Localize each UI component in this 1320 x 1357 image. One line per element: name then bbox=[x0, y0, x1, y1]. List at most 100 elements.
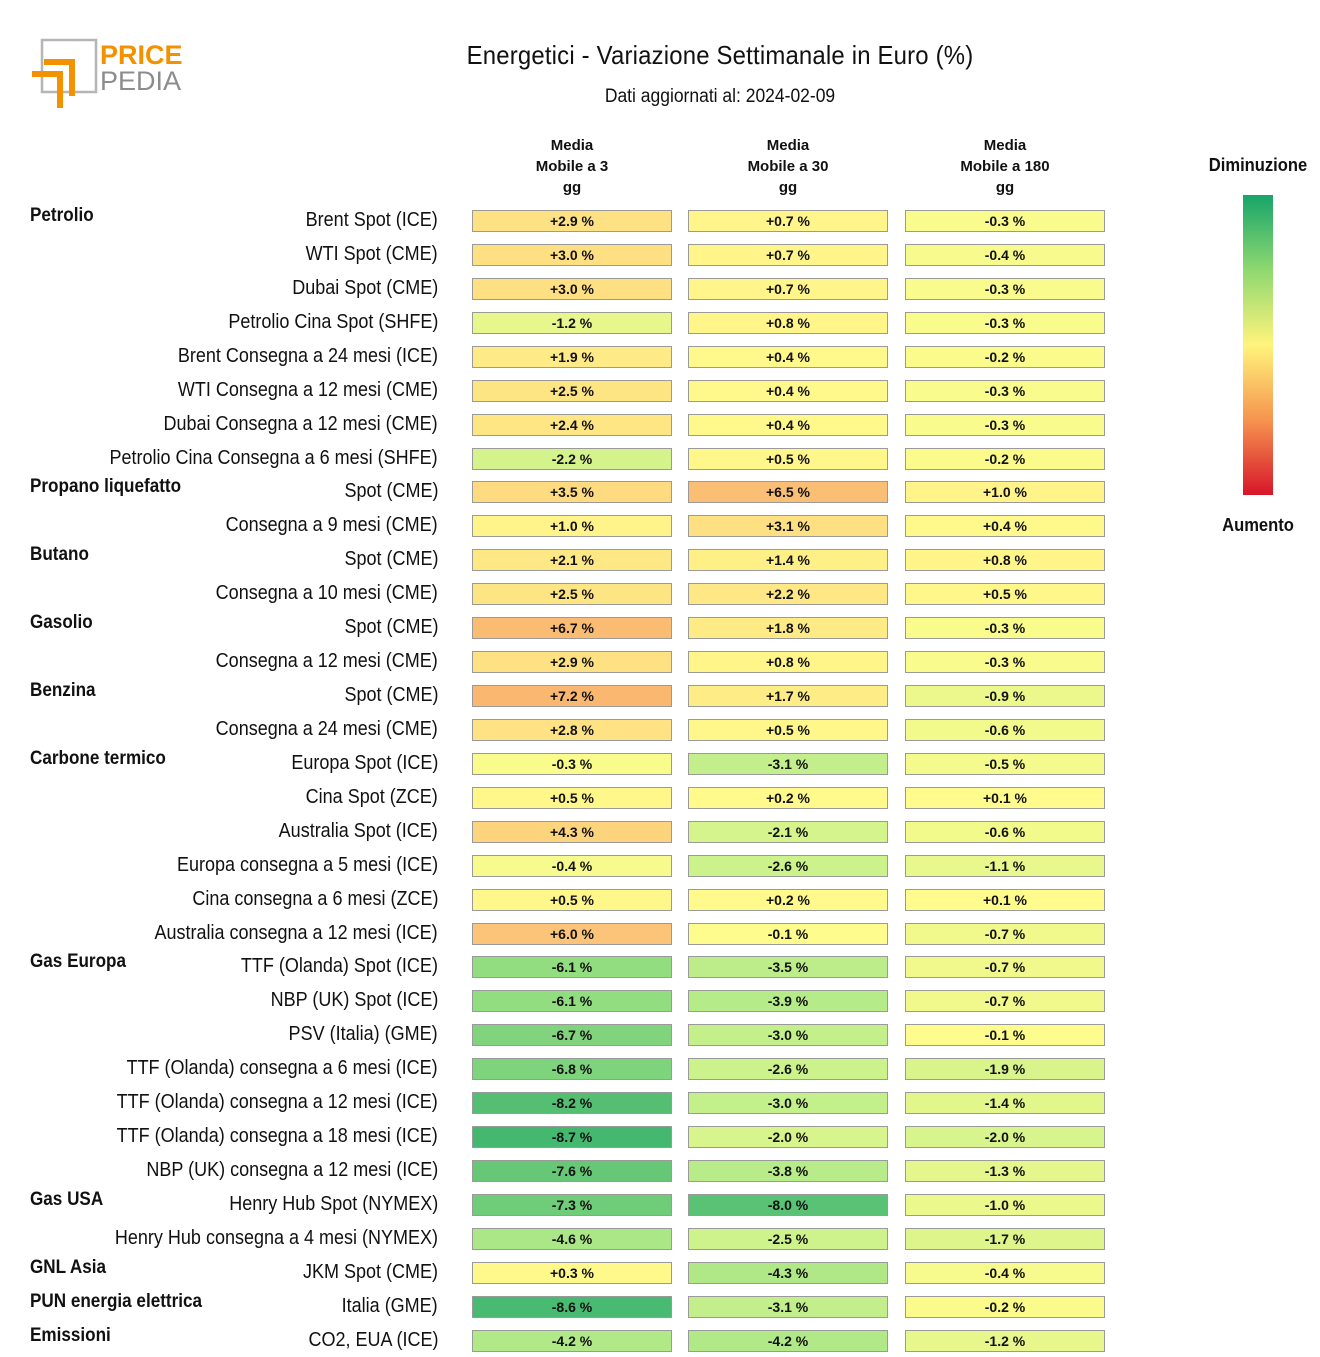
heatmap-cell: -1.7 % bbox=[905, 1227, 1105, 1250]
heatmap-cell: -0.3 % bbox=[905, 210, 1105, 232]
row-label: PSV (Italia) (GME) bbox=[288, 1023, 438, 1046]
heatmap-cell: +6.0 % bbox=[472, 922, 672, 945]
heatmap-cell: -8.2 % bbox=[472, 1092, 672, 1115]
heatmap-cell: -0.2 % bbox=[905, 1295, 1105, 1318]
heatmap-cell: -2.0 % bbox=[688, 1126, 888, 1149]
row-label: Henry Hub consegna a 4 mesi (NYMEX) bbox=[114, 1226, 438, 1249]
row-label: Europa Spot (ICE) bbox=[290, 751, 438, 774]
heatmap-cell: -7.3 % bbox=[472, 1193, 672, 1216]
row-label: Spot (CME) bbox=[343, 480, 438, 503]
row-label: JKM Spot (CME) bbox=[302, 1260, 438, 1283]
heatmap-cell: +2.4 % bbox=[472, 413, 672, 436]
heatmap-cell: +2.5 % bbox=[472, 379, 672, 402]
heatmap-cell: -3.5 % bbox=[688, 956, 888, 979]
category-label: Carbone termico bbox=[30, 747, 166, 769]
heatmap-cell: +0.2 % bbox=[688, 888, 888, 911]
row-label: Brent Consegna a 24 mesi (ICE) bbox=[177, 344, 438, 367]
heatmap-cell: -1.9 % bbox=[905, 1058, 1105, 1081]
heatmap-cell: +0.4 % bbox=[688, 379, 888, 402]
heatmap-cell: +0.1 % bbox=[905, 786, 1105, 809]
heatmap-cell: -2.5 % bbox=[688, 1227, 888, 1250]
heatmap-cell: -0.4 % bbox=[472, 854, 672, 877]
heatmap-cell: -1.1 % bbox=[905, 854, 1105, 877]
heatmap-cell: -2.0 % bbox=[905, 1126, 1105, 1149]
heatmap-cell: -3.0 % bbox=[688, 1092, 888, 1115]
heatmap-cell: -8.0 % bbox=[688, 1193, 888, 1216]
row-label: NBP (UK) consegna a 12 mesi (ICE) bbox=[146, 1159, 438, 1182]
category-label: Gas Europa bbox=[30, 951, 126, 973]
heatmap-cell: -0.3 % bbox=[905, 379, 1105, 402]
category-label: Gasolio bbox=[30, 612, 93, 634]
category-label: Benzina bbox=[30, 680, 96, 702]
heatmap-cell: +0.5 % bbox=[688, 447, 888, 470]
row-label: TTF (Olanda) consegna a 18 mesi (ICE) bbox=[116, 1125, 438, 1148]
heatmap-cell: -0.7 % bbox=[905, 956, 1105, 979]
chart-subtitle: Dati aggiornati al: 2024-02-09 bbox=[604, 86, 836, 107]
row-label: Consegna a 10 mesi (CME) bbox=[215, 582, 438, 605]
heatmap-cell: -0.6 % bbox=[905, 820, 1105, 843]
heatmap-cell: -0.5 % bbox=[905, 752, 1105, 775]
heatmap-cell: +1.7 % bbox=[688, 685, 888, 708]
heatmap-cell: +0.1 % bbox=[905, 888, 1105, 911]
heatmap-cell: +3.1 % bbox=[688, 515, 888, 538]
heatmap-cell: -0.3 % bbox=[905, 651, 1105, 674]
row-label: WTI Consegna a 12 mesi (CME) bbox=[177, 378, 438, 401]
heatmap-cell: +6.7 % bbox=[472, 617, 672, 640]
heatmap-cell: -1.2 % bbox=[472, 311, 672, 334]
row-label: Petrolio Cina Consegna a 6 mesi (SHFE) bbox=[109, 446, 438, 469]
heatmap-cell: -6.8 % bbox=[472, 1058, 672, 1081]
column-header-2: Media Mobile a 30 gg bbox=[747, 137, 829, 196]
heatmap-cell: +6.5 % bbox=[688, 481, 888, 504]
heatmap-cell: +0.5 % bbox=[472, 786, 672, 809]
heatmap-cell: +2.2 % bbox=[688, 583, 888, 606]
row-label: Consegna a 9 mesi (CME) bbox=[225, 514, 438, 537]
row-label: Consegna a 24 mesi (CME) bbox=[215, 717, 438, 740]
heatmap-cell: -1.3 % bbox=[905, 1160, 1105, 1183]
heatmap-cell: -4.6 % bbox=[472, 1227, 672, 1250]
heatmap-cell: +1.9 % bbox=[472, 345, 672, 368]
category-label: Butano bbox=[30, 544, 89, 566]
row-label: NBP (UK) Spot (ICE) bbox=[270, 989, 438, 1012]
heatmap-cell: +0.7 % bbox=[688, 210, 888, 232]
row-label: Spot (CME) bbox=[343, 684, 438, 707]
heatmap-cell: -2.6 % bbox=[688, 854, 888, 877]
heatmap-cell: +0.4 % bbox=[688, 345, 888, 368]
heatmap-cell: -3.1 % bbox=[688, 752, 888, 775]
heatmap-cell: +0.5 % bbox=[472, 888, 672, 911]
heatmap-cell: -2.6 % bbox=[688, 1058, 888, 1081]
heatmap-cell: -4.2 % bbox=[472, 1329, 672, 1352]
logo-text-pedia: PEDIA bbox=[100, 66, 181, 96]
heatmap-cell: -7.6 % bbox=[472, 1160, 672, 1183]
heatmap-cell: +1.8 % bbox=[688, 617, 888, 640]
heatmap-cell: -8.7 % bbox=[472, 1126, 672, 1149]
heatmap-cell: +0.7 % bbox=[688, 243, 888, 266]
row-label: WTI Spot (CME) bbox=[305, 242, 438, 265]
heatmap-cell: +0.5 % bbox=[688, 718, 888, 741]
heatmap-cell: -6.1 % bbox=[472, 956, 672, 979]
heatmap-cell: -0.2 % bbox=[905, 447, 1105, 470]
heatmap-cell: +0.7 % bbox=[688, 277, 888, 300]
heatmap-cell: -3.0 % bbox=[688, 1024, 888, 1047]
heatmap-cell: -0.3 % bbox=[905, 413, 1105, 436]
heatmap-cell: -4.2 % bbox=[688, 1329, 888, 1352]
heatmap-cell: -0.3 % bbox=[472, 752, 672, 775]
heatmap-cell: -3.9 % bbox=[688, 990, 888, 1013]
category-label: Propano liquefatto bbox=[30, 476, 182, 498]
row-label: Australia Spot (ICE) bbox=[278, 819, 438, 842]
heatmap-cell: -2.1 % bbox=[688, 820, 888, 843]
heatmap-cell: +1.4 % bbox=[688, 549, 888, 572]
legend-label-bottom: Aumento bbox=[1222, 515, 1294, 535]
category-label: Emissioni bbox=[30, 1324, 111, 1346]
heatmap-cell: -0.4 % bbox=[905, 1261, 1105, 1284]
heatmap-cell: -6.1 % bbox=[472, 990, 672, 1013]
heatmap-cell: +3.0 % bbox=[472, 243, 672, 266]
pricepedia-logo: PRICE PEDIA bbox=[32, 38, 183, 108]
heatmap-cell: -6.7 % bbox=[472, 1024, 672, 1047]
heatmap-cell: -0.2 % bbox=[905, 345, 1105, 368]
heatmap-cell: +3.5 % bbox=[472, 481, 672, 504]
row-label: Henry Hub Spot (NYMEX) bbox=[228, 1192, 438, 1215]
heatmap-cell: -2.2 % bbox=[472, 447, 672, 470]
heatmap-cell: +0.8 % bbox=[688, 651, 888, 674]
chart-title: Energetici - Variazione Settimanale in E… bbox=[466, 40, 974, 70]
